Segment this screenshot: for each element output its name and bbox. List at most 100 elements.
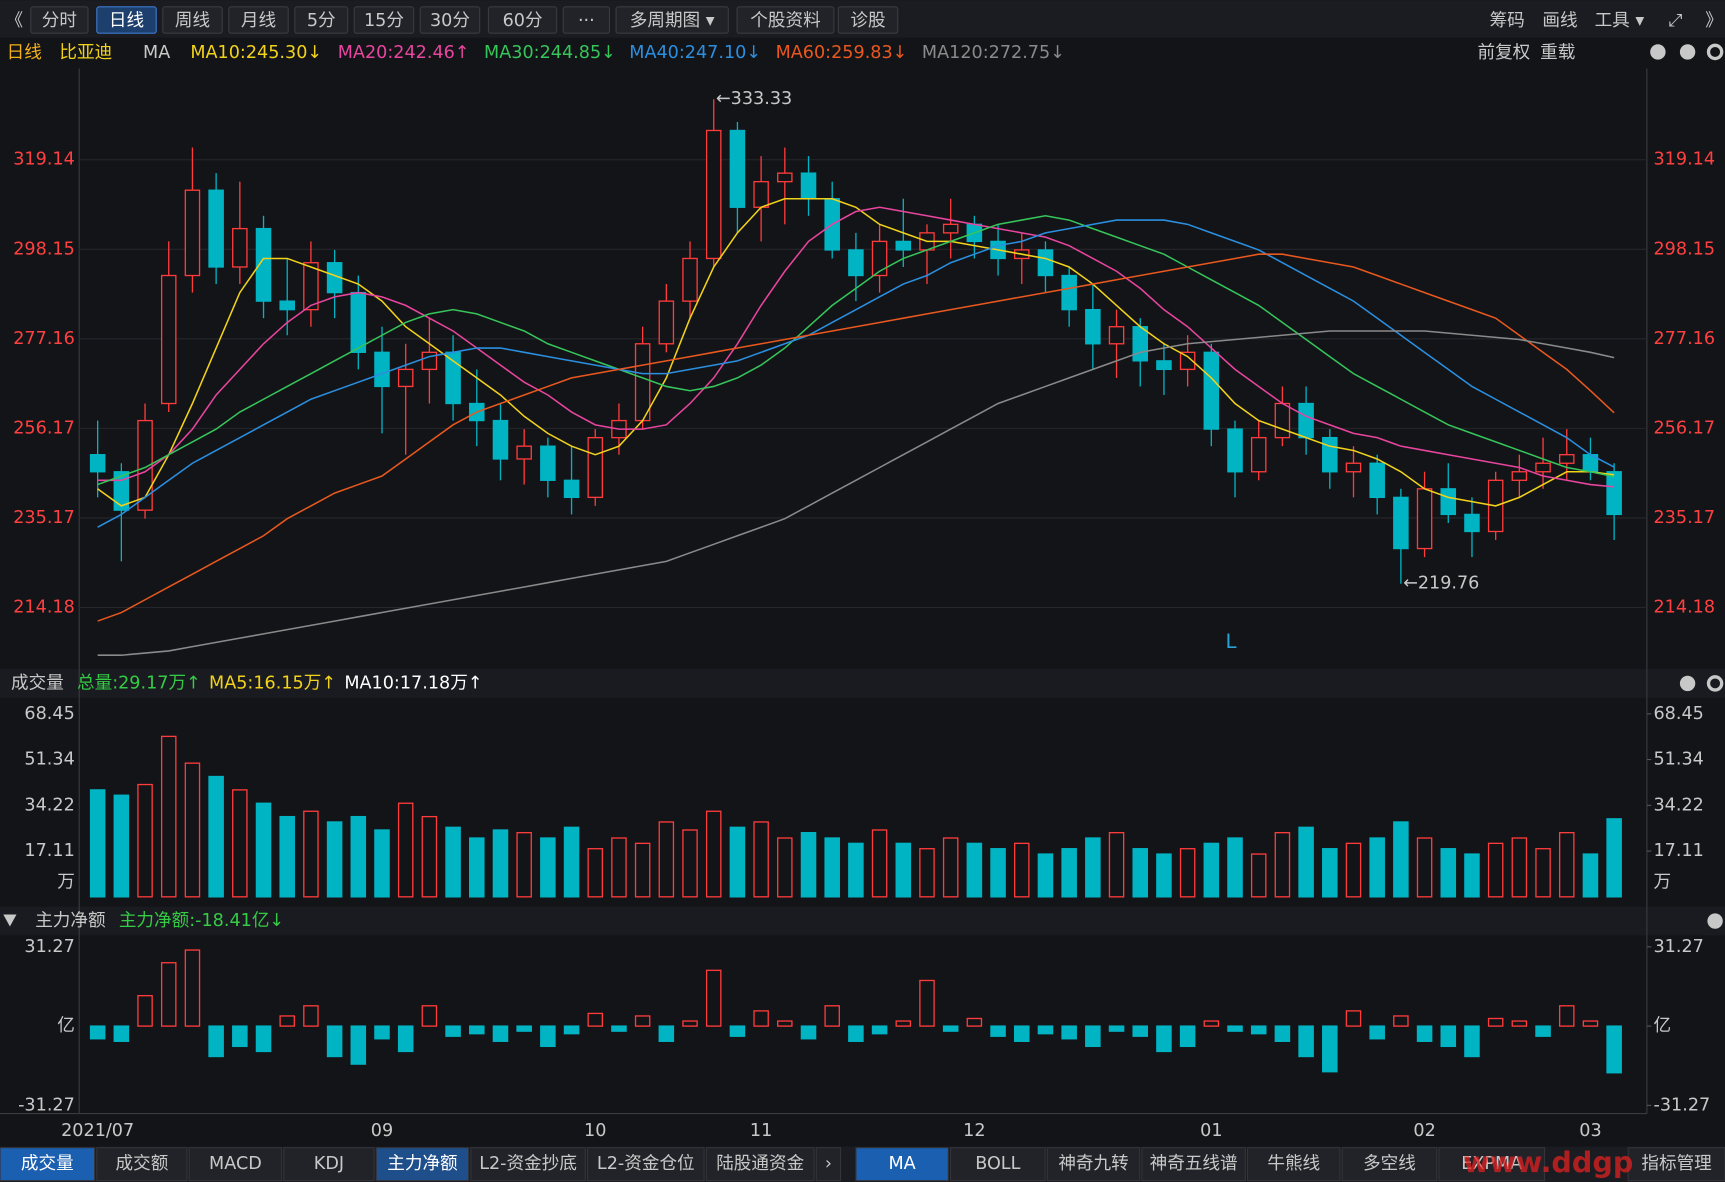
y-tick-label: 17.11	[24, 841, 74, 861]
toolbar-button[interactable]: ⤢	[1668, 11, 1683, 31]
y-tick-label: 214.18	[13, 598, 75, 618]
reload[interactable]: 重载	[1540, 43, 1575, 63]
toolbar-button[interactable]: 30分	[430, 11, 470, 31]
toolbar-button-bg	[228, 6, 289, 34]
bar	[1179, 1025, 1196, 1048]
toolbar-button-bg	[419, 6, 481, 34]
settings-icon[interactable]	[1706, 675, 1724, 692]
tab[interactable]: BOLL	[975, 1154, 1020, 1174]
candle-body	[1037, 249, 1054, 277]
tab[interactable]: EXPMA	[1461, 1154, 1522, 1174]
legend-entry: MA30:244.85↓	[484, 43, 616, 63]
toolbar-button[interactable]: 个股资料	[750, 11, 820, 31]
toolbar-button[interactable]: 多周期图 ▾	[630, 11, 715, 31]
ma-line	[97, 215, 1615, 486]
toolbar-button[interactable]: 5分	[307, 11, 336, 31]
y-tick-label: 亿	[57, 1016, 75, 1036]
toolbar-button[interactable]: 》	[1705, 11, 1723, 31]
candle-body	[160, 274, 177, 405]
toolbar-button[interactable]: 60分	[503, 11, 543, 31]
bar	[492, 1025, 509, 1042]
bar	[1464, 853, 1480, 898]
bar	[1013, 842, 1030, 898]
candle-body	[848, 249, 864, 277]
close-icon[interactable]	[1707, 913, 1723, 929]
bar	[421, 1005, 438, 1027]
toolbar-button[interactable]: 筹码	[1490, 11, 1525, 31]
tab[interactable]: KDJ	[314, 1154, 344, 1174]
collapse-icon[interactable]	[3, 914, 17, 927]
toolbar-button[interactable]: 工具 ▾	[1595, 11, 1645, 31]
bar	[871, 1025, 888, 1035]
toolbar-button[interactable]: 分时	[42, 11, 77, 31]
panel-title: 成交量	[11, 673, 64, 693]
candle-body	[1345, 462, 1362, 473]
tab[interactable]: L2-资金抄底	[479, 1154, 577, 1174]
x-tick-label: 12	[963, 1121, 985, 1141]
panel-stat: 总量:29.17万↑	[77, 673, 201, 693]
bar	[184, 949, 201, 1027]
bar	[777, 1020, 793, 1027]
candle-body	[705, 129, 722, 260]
unit-label-right: 万	[1653, 873, 1671, 893]
close-icon[interactable]	[1679, 675, 1696, 692]
tab[interactable]: L2-资金仓位	[597, 1154, 695, 1174]
ma-line	[97, 253, 1615, 622]
settings-icon[interactable]	[1706, 43, 1724, 61]
candle-body	[279, 300, 295, 311]
adjust[interactable]: 前复权	[1477, 43, 1530, 63]
y-tick-label-right: 31.27	[1653, 937, 1703, 957]
candle-body	[1369, 462, 1385, 499]
bar	[350, 1025, 367, 1065]
y-tick-label: 31.27	[24, 937, 74, 957]
candle-body	[540, 445, 556, 481]
zoom-in-icon[interactable]	[1650, 44, 1666, 60]
candle-body	[397, 368, 414, 388]
toolbar-button[interactable]: 月线	[241, 11, 276, 31]
zoom-out-icon[interactable]	[1679, 44, 1696, 60]
toolbar-button[interactable]: 日线	[109, 11, 144, 31]
toolbar-button[interactable]: 周线	[175, 11, 210, 31]
bar	[729, 826, 746, 898]
bar	[777, 837, 793, 898]
tab[interactable]: 神奇五线谱	[1150, 1154, 1238, 1174]
toolbar-button[interactable]: 《	[5, 11, 23, 31]
tab[interactable]: MACD	[209, 1154, 262, 1174]
tab[interactable]: ›	[825, 1154, 832, 1174]
bar	[89, 1025, 106, 1040]
candle-body	[1606, 471, 1622, 516]
candle-body	[1227, 428, 1243, 473]
bar	[848, 842, 864, 898]
tab[interactable]: 指标管理	[1641, 1154, 1711, 1174]
tab[interactable]: 多空线	[1363, 1154, 1416, 1174]
bar	[658, 821, 675, 898]
candle-body	[255, 227, 272, 302]
bar	[303, 810, 319, 898]
tab[interactable]: MA	[888, 1154, 915, 1174]
toolbar-button[interactable]: 画线	[1542, 11, 1577, 31]
bar	[137, 995, 153, 1027]
tab[interactable]: 成交额	[116, 1154, 169, 1174]
tab[interactable]: 主力净额	[387, 1154, 458, 1174]
tab[interactable]: 牛熊线	[1267, 1154, 1320, 1174]
bar	[824, 1005, 840, 1027]
toolbar-button[interactable]: ···	[578, 11, 595, 31]
tab[interactable]: 神奇九转	[1058, 1154, 1128, 1174]
y-tick-label-right: 277.16	[1653, 329, 1715, 349]
bar	[824, 837, 840, 898]
candle-body	[184, 189, 201, 277]
toolbar-button[interactable]: 诊股	[850, 11, 885, 31]
bar	[871, 829, 888, 898]
bar	[634, 1015, 651, 1027]
bar	[1511, 1020, 1528, 1027]
tab[interactable]: 陆股通资金	[716, 1154, 804, 1174]
tab[interactable]: 成交量	[21, 1154, 74, 1174]
bar	[1416, 837, 1433, 898]
toolbar-button[interactable]: 15分	[364, 11, 404, 31]
bar	[1132, 848, 1149, 898]
bar	[113, 1025, 130, 1042]
bar	[1487, 842, 1504, 898]
y-tick-label: 256.17	[13, 418, 75, 438]
y-tick-label-right: 亿	[1653, 1016, 1671, 1036]
y-tick-label-right: -31.27	[1653, 1095, 1710, 1115]
